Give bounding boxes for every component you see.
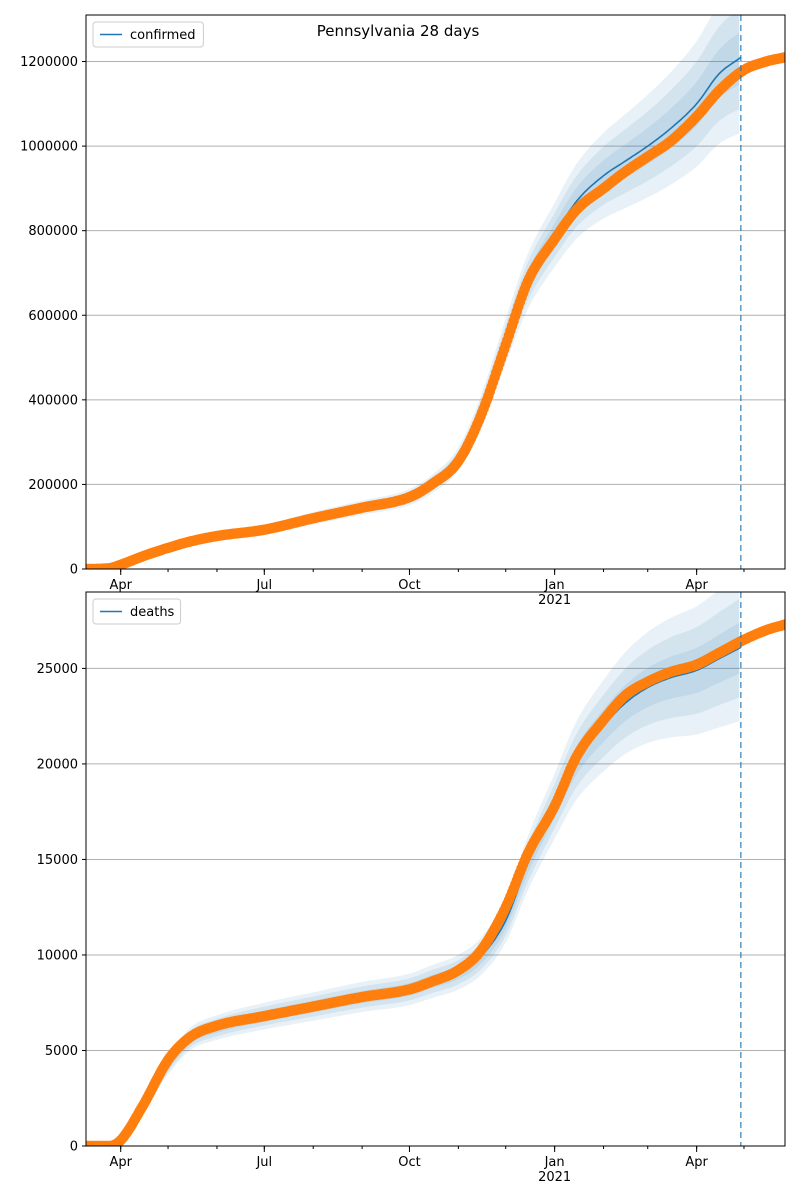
y-tick-label: 0: [70, 563, 78, 578]
y-tick-label: 0: [70, 1140, 78, 1155]
y-tick-label: 1000000: [20, 140, 78, 155]
legend-label: deaths: [130, 605, 175, 620]
x-tick-label: Apr: [109, 1155, 132, 1170]
chart-title: Pennsylvania 28 days: [317, 22, 480, 40]
confirmed-panel: 0 200000 400000 600000 800000 1000000 1200000 A…: [20, 14, 786, 608]
x-tick-label: Jan: [544, 578, 565, 593]
x-tick-label: Oct: [398, 1155, 420, 1170]
y-tick-label: 1200000: [20, 55, 78, 70]
uncertainty-band: [86, 598, 740, 1146]
y-tick-label: 10000: [37, 948, 78, 963]
y-tick-label: 800000: [28, 224, 78, 239]
y-tick-label: 25000: [37, 662, 78, 677]
x-tick-sublabel: 2021: [538, 593, 571, 608]
y-tick-label: 5000: [45, 1044, 78, 1059]
x-tick-label: Apr: [685, 578, 708, 593]
y-tick-label: 20000: [37, 757, 78, 772]
x-tick-label: Jan: [544, 1155, 565, 1170]
y-tick-label: 400000: [28, 393, 78, 408]
observed-point: [779, 619, 785, 630]
x-tick-label: Oct: [398, 578, 420, 593]
observed-point: [779, 52, 785, 63]
y-tick-label: 600000: [28, 309, 78, 324]
x-tick-label: Jul: [255, 578, 272, 593]
x-tick-label: Apr: [685, 1155, 708, 1170]
legend-label: confirmed: [130, 28, 196, 43]
uncertainty-band: [86, 15, 740, 569]
plot-area: [86, 592, 785, 1146]
axes-frame: [85, 14, 786, 570]
x-tick-label: Jul: [255, 1155, 272, 1170]
y-tick-label: 15000: [37, 853, 78, 868]
legend: confirmed: [92, 21, 204, 48]
legend-box: [92, 598, 182, 625]
x-tick-sublabel: 2021: [538, 1170, 571, 1185]
uncertainty-band: [86, 592, 740, 1146]
plot-area: [86, 15, 785, 569]
x-tick-label: Apr: [109, 578, 132, 593]
axes-frame: [85, 591, 786, 1147]
legend: deaths: [92, 598, 182, 625]
y-tick-label: 200000: [28, 478, 78, 493]
legend-box: [92, 21, 204, 48]
